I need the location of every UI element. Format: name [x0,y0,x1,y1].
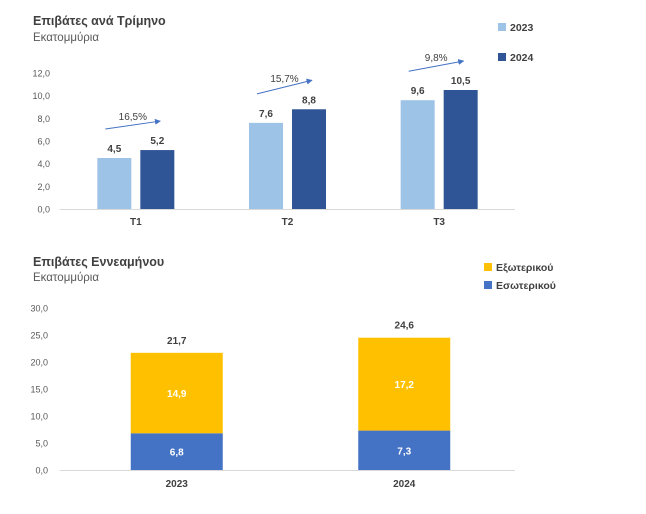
chart1-y-tick-label: 4,0 [37,159,50,169]
chart2-legend-swatch [484,263,492,271]
chart1-data-label: 8,8 [302,95,316,106]
chart1-data-label: 9,6 [411,86,425,97]
chart1-y-tick-label: 0,0 [37,205,50,215]
chart2-legend: Εξωτερικού Εσωτερικού [484,262,556,292]
quarterly-passengers-chart: Επιβάτες ανά Τρίμηνο Εκατομμύρια 0,0 2,0 4… [32,14,534,228]
chart1-legend: 2023 2024 [498,22,534,64]
chart1-y-axis: 0,0 2,0 4,0 6,0 8,0 10,0 12,0 [32,69,515,215]
chart1-y-tick-label: 6,0 [37,137,50,147]
chart1-bar-2023-Τ3 [400,100,435,209]
chart2-subtitle: Εκατομμύρια [33,272,99,284]
chart2-y-tick-label: 15,0 [30,385,48,395]
chart1-legend-swatch [498,53,506,61]
chart1-x-tick-label: Τ3 [433,217,445,228]
chart1-data-label: 7,6 [259,109,273,120]
chart2-y-tick-label: 20,0 [30,358,48,368]
chart2-bars: 6,8 14,9 21,7 2023 7,3 17,2 24,6 2024 [130,321,451,490]
chart1-bar-2024-Τ1 [140,150,175,209]
chart2-y-tick-label: 10,0 [30,412,48,422]
chart1-bars: 4,5 5,2 Τ1 16,5% 7,6 8,8 Τ2 15,7% 9,6 10,5 Τ3 9,8% [97,53,478,228]
chart2-data-label: 17,2 [395,380,415,391]
chart1-x-tick-label: Τ2 [282,217,294,228]
nine-month-passengers-chart: Επιβάτες Εννεαμήνου Εκατομμύρια 0,0 5,0 10… [30,255,556,490]
chart2-total-label: 21,7 [167,336,187,347]
chart2-y-tick-label: 30,0 [30,304,48,314]
chart2-y-tick-label: 0,0 [35,466,48,476]
chart1-growth-arrow [105,118,161,130]
chart1-subtitle: Εκατομμύρια [33,32,99,44]
chart2-y-tick-label: 5,0 [35,439,48,449]
chart2-legend-swatch [484,281,492,289]
chart1-growth-label: 15,7% [270,74,298,85]
chart1-growth-label: 16,5% [119,112,147,123]
chart2-data-label: 7,3 [397,446,411,457]
chart2-bar-Εξωτερικού-2023 [130,352,223,434]
chart1-bar-2024-Τ3 [443,90,478,209]
chart1-bar-2023-Τ2 [249,122,283,209]
chart1-legend-label: 2023 [510,22,534,34]
chart1-data-label: 5,2 [150,136,164,147]
chart1-title: Επιβάτες ανά Τρίμηνο [33,14,166,28]
chart1-growth-arrow [408,59,465,72]
chart2-bar-Εσωτερικού-2023 [130,433,223,470]
chart1-data-label: 10,5 [451,76,471,87]
chart1-y-tick-label: 12,0 [32,69,50,79]
chart1-x-tick-label: Τ1 [130,217,142,228]
chart1-legend-swatch [498,23,506,31]
chart2-data-label: 6,8 [170,448,184,459]
chart1-growth-arrow [256,78,313,95]
chart2-bar-Εσωτερικού-2024 [358,430,451,470]
chart1-bar-2023-Τ1 [97,158,132,209]
chart1-y-tick-label: 8,0 [37,114,50,124]
chart2-y-tick-label: 25,0 [30,331,48,341]
chart2-y-axis: 0,0 5,0 10,0 15,0 20,0 25,0 30,0 [30,304,515,476]
chart1-legend-label: 2024 [510,52,534,64]
chart1-data-label: 4,5 [107,144,121,155]
chart2-legend-label: Εξωτερικού [496,262,553,274]
chart1-y-tick-label: 10,0 [32,91,50,101]
chart1-bar-2024-Τ2 [292,109,326,209]
chart2-x-tick-label: 2024 [393,479,416,490]
chart1-growth-label: 9,8% [425,53,448,64]
chart2-bar-Εξωτερικού-2024 [358,337,451,431]
chart2-data-label: 14,9 [167,389,187,400]
chart2-title: Επιβάτες Εννεαμήνου [33,255,164,269]
chart2-total-label: 24,6 [395,321,415,332]
chart1-y-tick-label: 2,0 [37,182,50,192]
chart2-x-tick-label: 2023 [166,479,189,490]
chart2-legend-label: Εσωτερικού [496,280,556,292]
